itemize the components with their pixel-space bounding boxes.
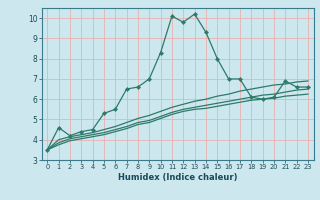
X-axis label: Humidex (Indice chaleur): Humidex (Indice chaleur) [118, 173, 237, 182]
